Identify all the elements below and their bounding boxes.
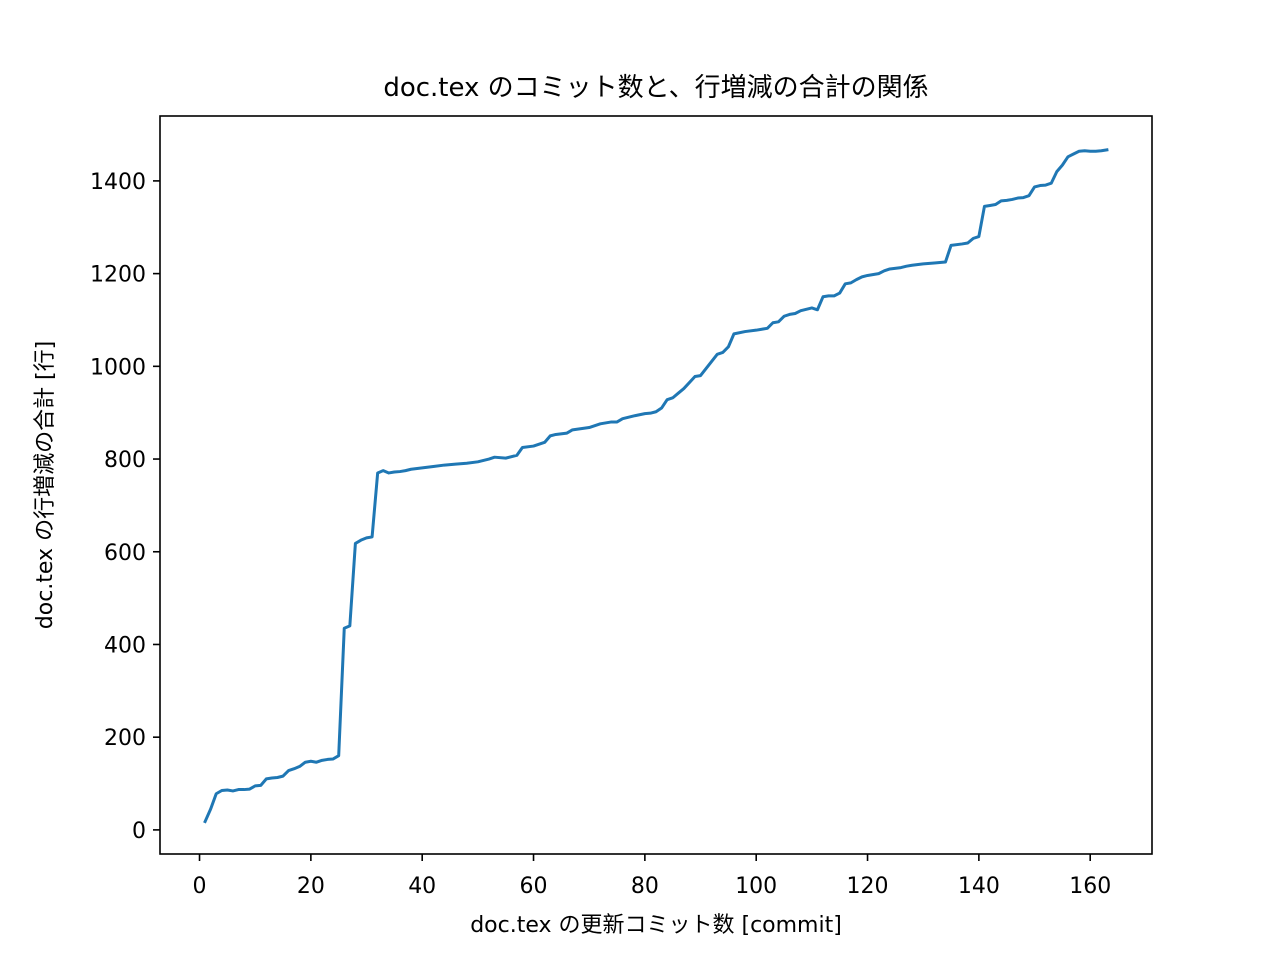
x-tick-label: 100	[735, 874, 777, 899]
y-tick-label: 200	[104, 726, 146, 751]
y-tick-label: 400	[104, 633, 146, 658]
x-axis-ticks: 0 20 40 60 80 100 120 140 160	[193, 854, 1111, 899]
x-axis-label: doc.tex の更新コミット数 [commit]	[470, 913, 842, 938]
plot-frame	[159, 115, 1153, 855]
y-axis-ticks: 0 200 400 600 800 1000 1200 1400	[90, 170, 160, 844]
x-tick-label: 0	[193, 874, 207, 899]
plot-area	[160, 116, 1152, 854]
x-tick-label: 20	[297, 874, 325, 899]
x-tick-label: 160	[1069, 874, 1111, 899]
x-tick-label: 120	[847, 874, 889, 899]
y-tick-label: 1200	[90, 263, 146, 288]
data-series-line	[203, 148, 1109, 824]
y-tick-label: 800	[104, 448, 146, 473]
y-tick-label: 600	[104, 541, 146, 566]
x-tick-label: 80	[631, 874, 659, 899]
y-axis-label: doc.tex の行増減の合計 [行]	[33, 341, 58, 629]
x-tick-label: 40	[408, 874, 436, 899]
chart-title: doc.tex のコミット数と、行増減の合計の関係	[383, 73, 928, 103]
x-tick-label: 140	[958, 874, 1000, 899]
y-tick-label: 0	[132, 819, 146, 844]
y-tick-label: 1000	[90, 355, 146, 380]
x-tick-label: 60	[520, 874, 548, 899]
y-tick-label: 1400	[90, 170, 146, 195]
